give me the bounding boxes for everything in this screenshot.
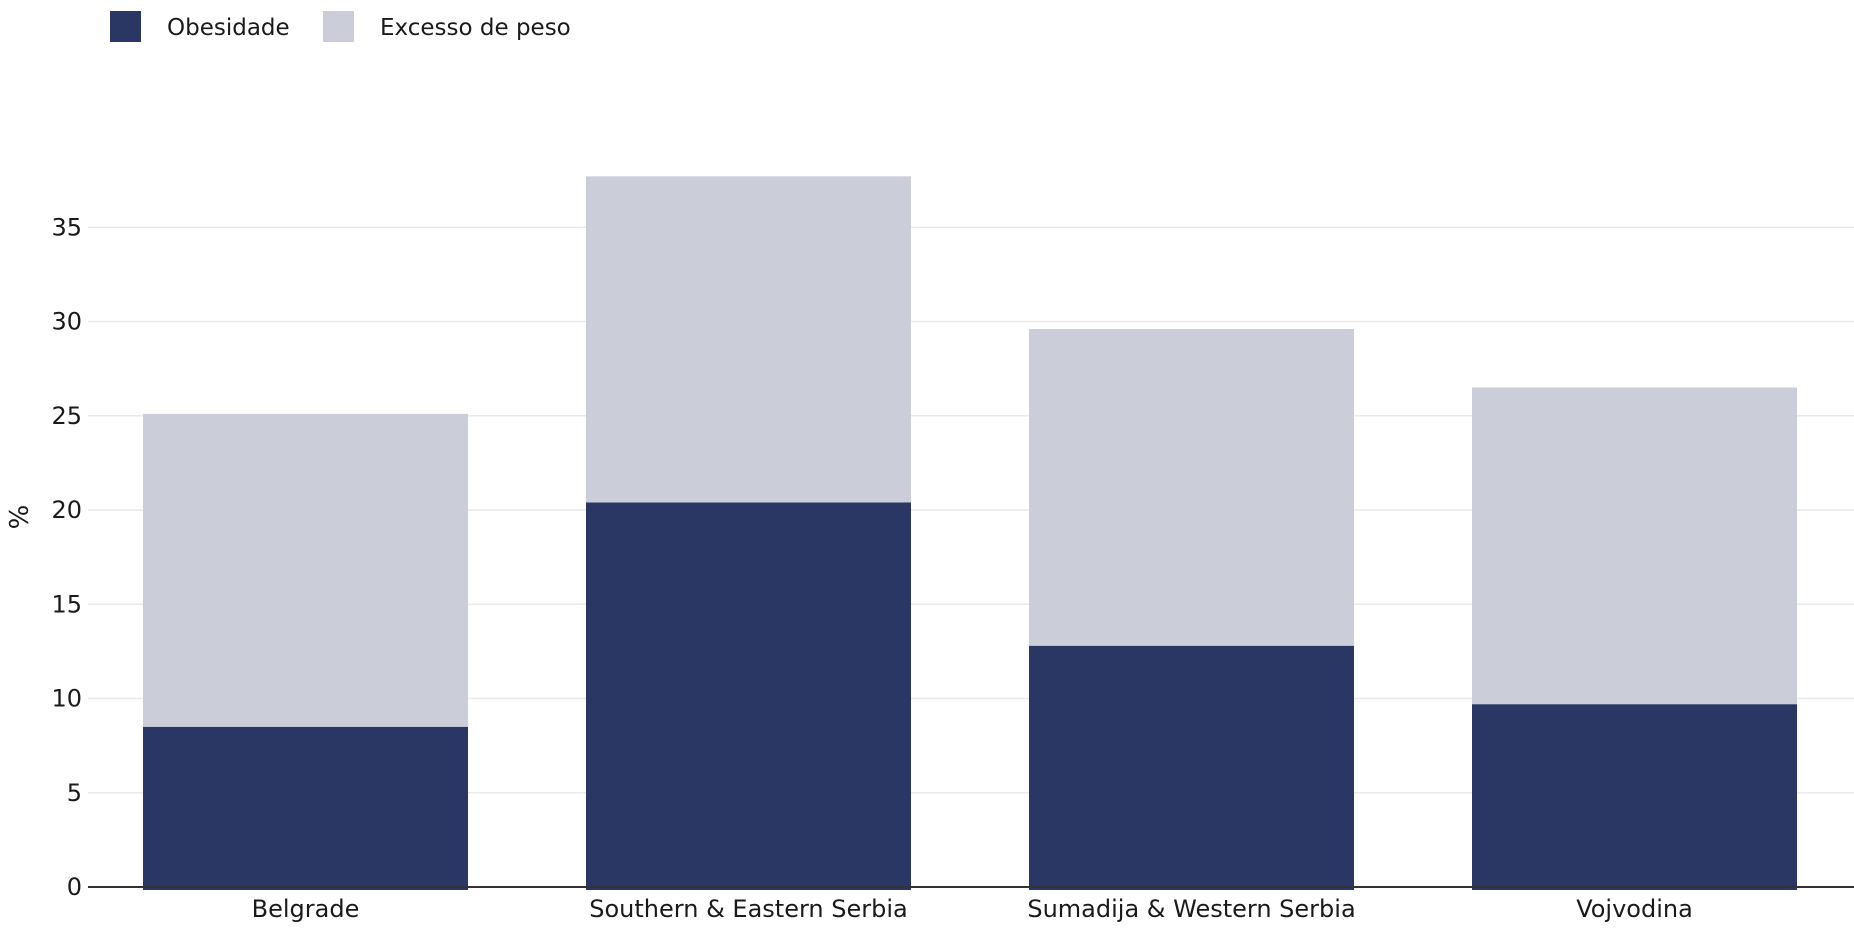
y-tick-label-7: 35 <box>51 213 82 241</box>
bars <box>143 176 1797 890</box>
x-axis-labels: Belgrade Southern & Eastern Serbia Sumadij… <box>252 895 1693 923</box>
legend-swatch-0 <box>110 11 141 42</box>
y-tick-label-4: 20 <box>51 496 82 524</box>
y-tick-label-2: 10 <box>51 685 82 713</box>
y-tick-label-5: 25 <box>51 402 82 430</box>
legend-swatch-1 <box>323 11 354 42</box>
legend-label-1: Excesso de peso <box>380 15 571 41</box>
x-tick-label-3: Vojvodina <box>1576 895 1693 923</box>
bar-3-series-0 <box>1472 704 1797 890</box>
bar-0-series-1 <box>143 413 468 727</box>
bar-1-series-1 <box>586 176 911 503</box>
bar-2-series-0 <box>1029 645 1354 890</box>
y-axis-title: % <box>5 505 35 530</box>
x-tick-label-1: Southern & Eastern Serbia <box>589 895 907 923</box>
legend: Obesidade Excesso de peso <box>110 11 571 42</box>
x-tick-label-0: Belgrade <box>252 895 360 923</box>
bar-0-series-0 <box>143 726 468 890</box>
y-tick-label-1: 5 <box>67 779 82 807</box>
y-tick-label-3: 15 <box>51 590 82 618</box>
y-tick-label-6: 30 <box>51 308 82 336</box>
bar-2-series-1 <box>1029 329 1354 646</box>
bar-3-series-1 <box>1472 387 1797 705</box>
legend-label-0: Obesidade <box>167 15 290 41</box>
y-tick-label-0: 0 <box>67 873 82 901</box>
y-axis-ticks: 0 5 10 15 20 25 30 35 <box>51 213 82 901</box>
bar-1-series-0 <box>586 502 911 890</box>
x-tick-label-2: Sumadija & Western Serbia <box>1027 895 1355 923</box>
